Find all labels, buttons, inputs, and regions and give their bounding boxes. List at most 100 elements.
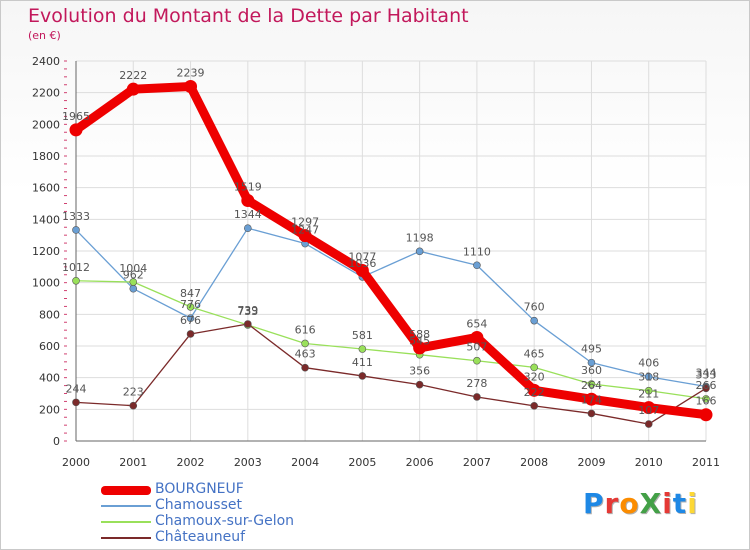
data-point-chamoux-sur-gelon — [530, 363, 538, 372]
data-point-bourgneuf — [699, 408, 713, 422]
data-label-chateauneuf: 244 — [66, 382, 87, 395]
data-label-chateauneuf: 174 — [581, 393, 602, 406]
y-tick-label: 200 — [39, 403, 60, 416]
y-tick-label: 800 — [39, 308, 60, 321]
data-label-bourgneuf: 211 — [638, 388, 659, 401]
data-point-bourgneuf — [126, 82, 140, 96]
legend-item: Châteauneuf — [101, 529, 361, 546]
legend-swatch — [101, 485, 151, 495]
data-label-chateauneuf: 676 — [180, 314, 201, 327]
data-point-chamousset — [473, 261, 481, 270]
legend-label: Chamoux-sur-Gelon — [155, 513, 295, 529]
data-label-bourgneuf: 1519 — [234, 180, 262, 193]
data-label-chamoux-sur-gelon: 1012 — [62, 261, 90, 274]
data-point-chamousset — [129, 284, 138, 293]
data-point-chateauneuf — [186, 330, 195, 338]
legend-label: Chamousset — [155, 497, 242, 513]
data-label-chamoux-sur-gelon: 581 — [352, 329, 373, 342]
x-tick-label: 2008 — [520, 456, 548, 469]
data-label-bourgneuf: 654 — [466, 317, 487, 330]
data-point-chamoux-sur-gelon — [644, 386, 653, 395]
data-label-chamoux-sur-gelon: 847 — [180, 287, 201, 300]
data-label-chamoux-sur-gelon: 733 — [237, 305, 258, 318]
x-tick-label: 2007 — [463, 456, 491, 469]
data-point-chamoux-sur-gelon — [358, 345, 367, 353]
series-line-bourgneuf — [71, 81, 711, 420]
data-point-chateauneuf — [473, 393, 481, 401]
data-point-chamoux-sur-gelon — [473, 356, 481, 365]
data-point-bourgneuf — [413, 341, 427, 355]
data-label-chamousset: 406 — [638, 357, 659, 370]
x-tick-label: 2003 — [234, 456, 262, 469]
data-label-chamoux-sur-gelon: 318 — [638, 371, 659, 384]
data-label-chateauneuf: 107 — [638, 404, 659, 417]
data-label-bourgneuf: 588 — [409, 328, 430, 341]
data-point-chateauneuf — [358, 372, 367, 380]
data-labels: 1333962776134412471036119811107604954063… — [62, 66, 717, 417]
data-point-chamousset — [644, 372, 653, 381]
x-tick-label: 2001 — [119, 456, 147, 469]
data-label-chamousset: 1344 — [234, 208, 262, 221]
legend-swatch — [101, 537, 151, 539]
y-tick-label: 1800 — [32, 150, 60, 163]
data-label-chateauneuf: 463 — [295, 348, 316, 361]
data-label-chamousset: 1036 — [348, 257, 376, 270]
x-tick-label: 2004 — [291, 456, 319, 469]
data-label-chamousset: 760 — [524, 301, 545, 314]
y-tick-label: 2000 — [32, 118, 60, 131]
data-point-chamoux-sur-gelon — [702, 395, 710, 403]
data-label-bourgneuf: 166 — [696, 395, 717, 408]
data-point-chateauneuf — [129, 401, 138, 410]
data-point-chateauneuf — [415, 380, 424, 389]
data-point-bourgneuf — [355, 263, 369, 277]
data-label-bourgneuf: 1077 — [348, 250, 376, 263]
data-label-chamousset: 1247 — [291, 224, 319, 237]
data-point-chamousset — [530, 316, 538, 325]
y-tick-label: 1000 — [32, 277, 60, 290]
data-point-chateauneuf — [244, 320, 252, 328]
data-label-chateauneuf: 411 — [352, 356, 373, 369]
series-line-chamousset — [75, 227, 707, 388]
legend-item: Chamousset — [101, 497, 361, 514]
legend-item: BOURGNEUF — [101, 481, 361, 498]
chart-subtitle: (en €) — [28, 29, 61, 42]
data-point-chateauneuf — [587, 409, 596, 418]
data-point-chamousset — [72, 226, 80, 234]
data-label-chamoux-sur-gelon: 616 — [295, 323, 316, 336]
x-tick-label: 2000 — [62, 456, 90, 469]
legend: BOURGNEUF Chamousset Chamoux-sur-Gelon Chât… — [101, 481, 361, 546]
data-label-chamoux-sur-gelon: 360 — [581, 364, 602, 377]
data-label-chamoux-sur-gelon: 507 — [466, 341, 487, 354]
y-tick-label: 1400 — [32, 213, 60, 226]
data-label-chamousset: 1333 — [62, 210, 90, 223]
data-point-bourgneuf — [470, 330, 484, 344]
y-tick-label: 2200 — [32, 87, 60, 100]
legend-label: Châteauneuf — [155, 529, 246, 545]
data-point-chamoux-sur-gelon — [186, 303, 195, 311]
data-label-bourgneuf: 2222 — [119, 69, 147, 82]
data-point-chamoux-sur-gelon — [301, 339, 309, 348]
data-point-chamoux-sur-gelon — [587, 380, 596, 388]
data-label-bourgneuf: 1965 — [62, 110, 90, 123]
y-tick-label: 600 — [39, 340, 60, 353]
legend-swatch — [101, 505, 151, 507]
y-tick-label: 1200 — [32, 245, 60, 258]
x-tick-label: 2005 — [348, 456, 376, 469]
data-point-bourgneuf — [241, 193, 255, 207]
data-label-chateauneuf: 223 — [123, 386, 144, 399]
data-label-chamousset: 495 — [581, 343, 602, 356]
x-tick-label: 2010 — [635, 456, 663, 469]
data-label-chateauneuf: 356 — [409, 365, 430, 378]
data-point-chateauneuf — [644, 420, 653, 428]
data-label-chateauneuf: 333 — [696, 368, 717, 381]
data-label-chateauneuf: 739 — [237, 304, 258, 317]
data-label-bourgneuf: 320 — [524, 370, 545, 383]
grid — [75, 60, 707, 442]
y-tick-label: 2400 — [32, 55, 60, 68]
data-point-chamousset — [415, 247, 424, 256]
data-point-chateauneuf — [301, 363, 309, 372]
x-tick-label: 2011 — [692, 456, 720, 469]
data-point-chateauneuf — [530, 402, 538, 410]
